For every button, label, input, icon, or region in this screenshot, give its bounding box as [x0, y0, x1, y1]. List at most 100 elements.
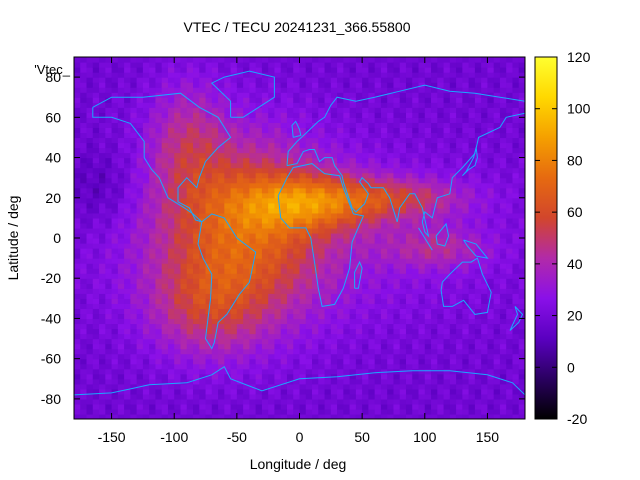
heatmap-cell	[155, 207, 163, 214]
heatmap-cell	[418, 303, 426, 309]
heatmap-cell	[261, 127, 269, 134]
heatmap-cell	[218, 368, 225, 375]
heatmap-cell	[499, 142, 507, 149]
heatmap-cell	[249, 348, 257, 355]
heatmap-cell	[243, 67, 250, 73]
heatmap-cell	[174, 212, 182, 219]
heatmap-cell	[230, 243, 238, 249]
heatmap-cell	[449, 92, 457, 98]
heatmap-cell	[374, 127, 382, 134]
heatmap-cell	[86, 343, 94, 350]
heatmap-cell	[136, 318, 144, 325]
heatmap-cell	[318, 318, 326, 325]
heatmap-cell	[149, 278, 157, 284]
heatmap-cell	[337, 82, 344, 88]
heatmap-cell	[99, 77, 106, 83]
heatmap-cell	[74, 117, 81, 123]
heatmap-cell	[499, 217, 507, 224]
heatmap-cell	[468, 82, 476, 88]
heatmap-cell	[412, 338, 420, 345]
heatmap-cell	[474, 413, 482, 419]
heatmap-cell	[324, 167, 332, 174]
heatmap-cell	[92, 137, 100, 144]
heatmap-cell	[111, 87, 119, 93]
heatmap-cell	[255, 313, 263, 320]
heatmap-cell	[274, 258, 282, 264]
heatmap-cell	[499, 363, 507, 370]
heatmap-cell	[424, 393, 432, 400]
heatmap-cell	[218, 187, 225, 194]
heatmap-cell	[186, 283, 194, 289]
heatmap-cell	[312, 413, 319, 419]
heatmap-cell	[218, 87, 225, 93]
heatmap-cell	[92, 87, 100, 93]
heatmap-cell	[437, 117, 445, 123]
heatmap-cell	[418, 373, 426, 380]
heatmap-cell	[468, 222, 476, 229]
heatmap-cell	[211, 142, 219, 149]
heatmap-cell	[205, 333, 213, 340]
heatmap-cell	[155, 172, 163, 179]
heatmap-cell	[449, 127, 457, 134]
heatmap-cell	[111, 238, 119, 244]
heatmap-cell	[243, 87, 250, 93]
heatmap-cell	[124, 57, 131, 63]
heatmap-cell	[474, 172, 482, 179]
heatmap-cell	[449, 187, 457, 194]
heatmap-cell	[449, 77, 457, 83]
heatmap-cell	[111, 192, 119, 199]
heatmap-cell	[362, 273, 369, 279]
heatmap-cell	[443, 157, 451, 164]
heatmap-cell	[261, 373, 269, 380]
heatmap-cell	[343, 102, 351, 108]
heatmap-cell	[393, 177, 401, 184]
heatmap-cell	[337, 72, 344, 78]
heatmap-cell	[155, 368, 163, 375]
heatmap-cell	[117, 393, 125, 400]
heatmap-cell	[105, 313, 113, 320]
heatmap-cell	[387, 222, 395, 229]
heatmap-cell	[224, 398, 232, 405]
heatmap-cell	[380, 363, 388, 370]
heatmap-cell	[86, 333, 94, 340]
heatmap-cell	[111, 403, 119, 410]
heatmap-cell	[349, 263, 357, 269]
heatmap-cell	[355, 117, 363, 123]
heatmap-cell	[92, 248, 100, 254]
heatmap-cell	[468, 232, 476, 239]
heatmap-cell	[431, 348, 438, 355]
heatmap-cell	[355, 403, 363, 410]
heatmap-cell	[249, 202, 257, 209]
heatmap-cell	[149, 353, 157, 360]
heatmap-cell	[412, 137, 420, 144]
heatmap-cell	[493, 343, 501, 350]
heatmap-cell	[349, 363, 357, 370]
heatmap-cell	[280, 152, 288, 159]
heatmap-cell	[155, 353, 163, 360]
heatmap-cell	[462, 323, 470, 330]
heatmap-cell	[243, 182, 250, 189]
heatmap-cell	[205, 348, 213, 355]
heatmap-cell	[424, 378, 432, 385]
heatmap-cell	[80, 72, 88, 78]
heatmap-cell	[224, 253, 232, 259]
heatmap-cell	[324, 248, 332, 254]
heatmap-cell	[468, 313, 476, 320]
heatmap-cell	[86, 202, 94, 209]
heatmap-cell	[431, 413, 438, 419]
heatmap-cell	[161, 378, 169, 385]
heatmap-cell	[424, 182, 432, 189]
heatmap-cell	[243, 413, 250, 419]
heatmap-cell	[186, 243, 194, 249]
heatmap-cell	[224, 222, 232, 229]
heatmap-cell	[481, 413, 489, 419]
heatmap-cell	[105, 227, 113, 234]
heatmap-cell	[330, 268, 338, 274]
heatmap-cell	[255, 333, 263, 340]
heatmap-cell	[374, 82, 382, 88]
heatmap-cell	[261, 62, 269, 68]
heatmap-cell	[230, 132, 238, 139]
heatmap-cell	[399, 363, 407, 370]
heatmap-cell	[462, 97, 470, 103]
heatmap-cell	[74, 182, 81, 189]
